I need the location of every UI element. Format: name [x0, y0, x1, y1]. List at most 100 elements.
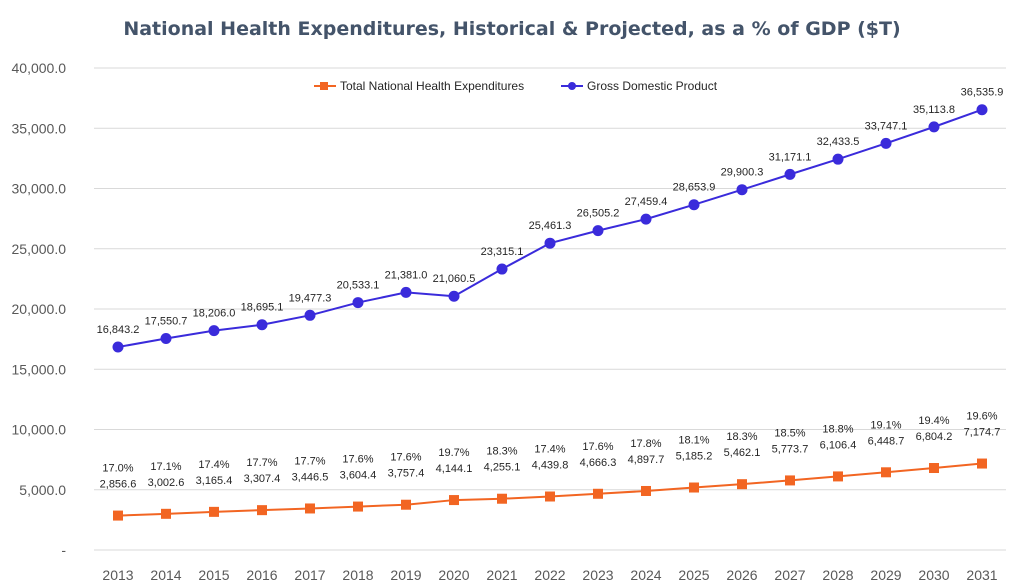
nhe-point [833, 471, 843, 482]
gdp-point [256, 319, 268, 331]
chart-title: National Health Expenditures, Historical… [123, 18, 901, 40]
legend-nhe-label: Total National Health Expenditures [340, 79, 524, 93]
x-tick-label: 2013 [102, 567, 133, 583]
nhe-point [545, 491, 555, 502]
y-tick-label: 30,000.0 [12, 181, 67, 197]
nhe-value-label: 3,002.6 [148, 477, 185, 489]
nhe-point [161, 508, 171, 519]
nhe-percent-label: 17.4% [534, 444, 565, 456]
x-tick-label: 2030 [918, 567, 949, 583]
nhe-value-label: 5,462.1 [724, 447, 761, 459]
nhe-point [449, 495, 459, 506]
y-tick-label: 15,000.0 [12, 361, 67, 377]
gdp-value-label: 20,533.1 [337, 280, 380, 292]
nhe-percent-label: 18.8% [822, 423, 853, 435]
x-tick-label: 2028 [822, 567, 853, 583]
gdp-value-label: 31,171.1 [769, 151, 812, 163]
nhe-percent-label: 17.7% [294, 455, 325, 467]
nhe-value-label: 3,165.4 [196, 475, 233, 487]
x-tick-label: 2017 [294, 567, 325, 583]
gdp-point [304, 309, 316, 321]
nhe-point [881, 467, 891, 478]
gdp-value-label: 28,653.9 [673, 182, 716, 194]
y-tick-label: 35,000.0 [12, 120, 67, 136]
nhe-percent-label: 19.7% [438, 447, 469, 459]
gdp-value-label: 33,747.1 [865, 120, 908, 132]
gdp-point [208, 325, 220, 337]
gdp-value-label: 36,535.9 [961, 87, 1004, 99]
gdp-value-label: 29,900.3 [721, 167, 764, 179]
nhe-percent-label: 17.0% [102, 463, 133, 475]
nhe-percent-label: 18.3% [726, 431, 757, 443]
nhe-value-label: 4,144.1 [436, 463, 473, 475]
gdp-value-label: 17,550.7 [145, 316, 188, 328]
nhe-value-label: 6,106.4 [820, 439, 857, 451]
nhe-value-label: 4,255.1 [484, 462, 521, 474]
y-tick-label: - [61, 542, 66, 558]
nhe-value-label: 3,446.5 [292, 471, 329, 483]
nhe-value-label: 4,666.3 [580, 457, 617, 469]
nhe-percent-label: 17.8% [630, 438, 661, 450]
nhe-point [593, 488, 603, 499]
nhe-value-label: 3,604.4 [340, 470, 377, 482]
gdp-point [352, 297, 364, 309]
gdp-point [448, 290, 460, 302]
nhe-percent-label: 17.7% [246, 457, 277, 469]
nhe-value-label: 7,174.7 [964, 427, 1001, 439]
legend-nhe-marker [320, 82, 328, 90]
gdp-value-label: 18,206.0 [193, 308, 236, 320]
nhe-value-label: 4,439.8 [532, 460, 569, 472]
gdp-point [592, 225, 604, 237]
x-tick-label: 2018 [342, 567, 373, 583]
gdp-value-label: 21,060.5 [433, 273, 476, 285]
gdp-point [736, 184, 748, 196]
nhe-percent-label: 19.1% [870, 419, 901, 431]
nhe-value-label: 4,897.7 [628, 454, 665, 466]
gdp-point [784, 168, 796, 180]
x-tick-label: 2027 [774, 567, 805, 583]
gdp-point [496, 263, 508, 275]
gdp-point [688, 199, 700, 211]
gdp-point [160, 333, 172, 345]
gdp-point [112, 341, 124, 353]
gdp-value-label: 18,695.1 [241, 302, 284, 314]
gdp-value-label: 16,843.2 [97, 324, 140, 336]
nhe-point [353, 501, 363, 512]
x-tick-label: 2022 [534, 567, 565, 583]
x-tick-label: 2015 [198, 567, 229, 583]
gdp-point [544, 237, 556, 249]
gdp-value-label: 19,477.3 [289, 292, 332, 304]
nhe-percent-label: 19.6% [966, 411, 997, 423]
y-tick-label: 40,000.0 [12, 60, 67, 76]
nhe-percent-label: 17.6% [342, 454, 373, 466]
gdp-point [832, 153, 844, 165]
x-tick-label: 2024 [630, 567, 661, 583]
nhe-point [209, 506, 219, 517]
nhe-point [977, 458, 987, 469]
nhe-point [737, 479, 747, 490]
nhe-point [401, 499, 411, 510]
nhe-percent-label: 17.4% [198, 459, 229, 471]
nhe-point [929, 463, 939, 474]
nhe-point [257, 505, 267, 516]
nhe-value-label: 3,757.4 [388, 468, 425, 480]
y-tick-label: 20,000.0 [12, 301, 67, 317]
gdp-value-label: 32,433.5 [817, 136, 860, 148]
nhe-point [641, 485, 651, 496]
nhe-value-label: 2,856.6 [100, 479, 137, 491]
y-tick-label: 10,000.0 [12, 422, 67, 438]
gdp-point [640, 213, 652, 225]
nhe-point [785, 475, 795, 486]
x-tick-label: 2023 [582, 567, 613, 583]
nhe-percent-label: 19.4% [918, 415, 949, 427]
x-tick-label: 2021 [486, 567, 517, 583]
x-tick-label: 2020 [438, 567, 469, 583]
nhe-value-label: 6,448.7 [868, 435, 905, 447]
nhe-point [113, 510, 123, 521]
y-tick-label: 25,000.0 [12, 241, 67, 257]
nhe-point [497, 493, 507, 504]
legend-gdp-marker [568, 82, 576, 90]
nhe-percent-label: 17.6% [390, 452, 421, 464]
